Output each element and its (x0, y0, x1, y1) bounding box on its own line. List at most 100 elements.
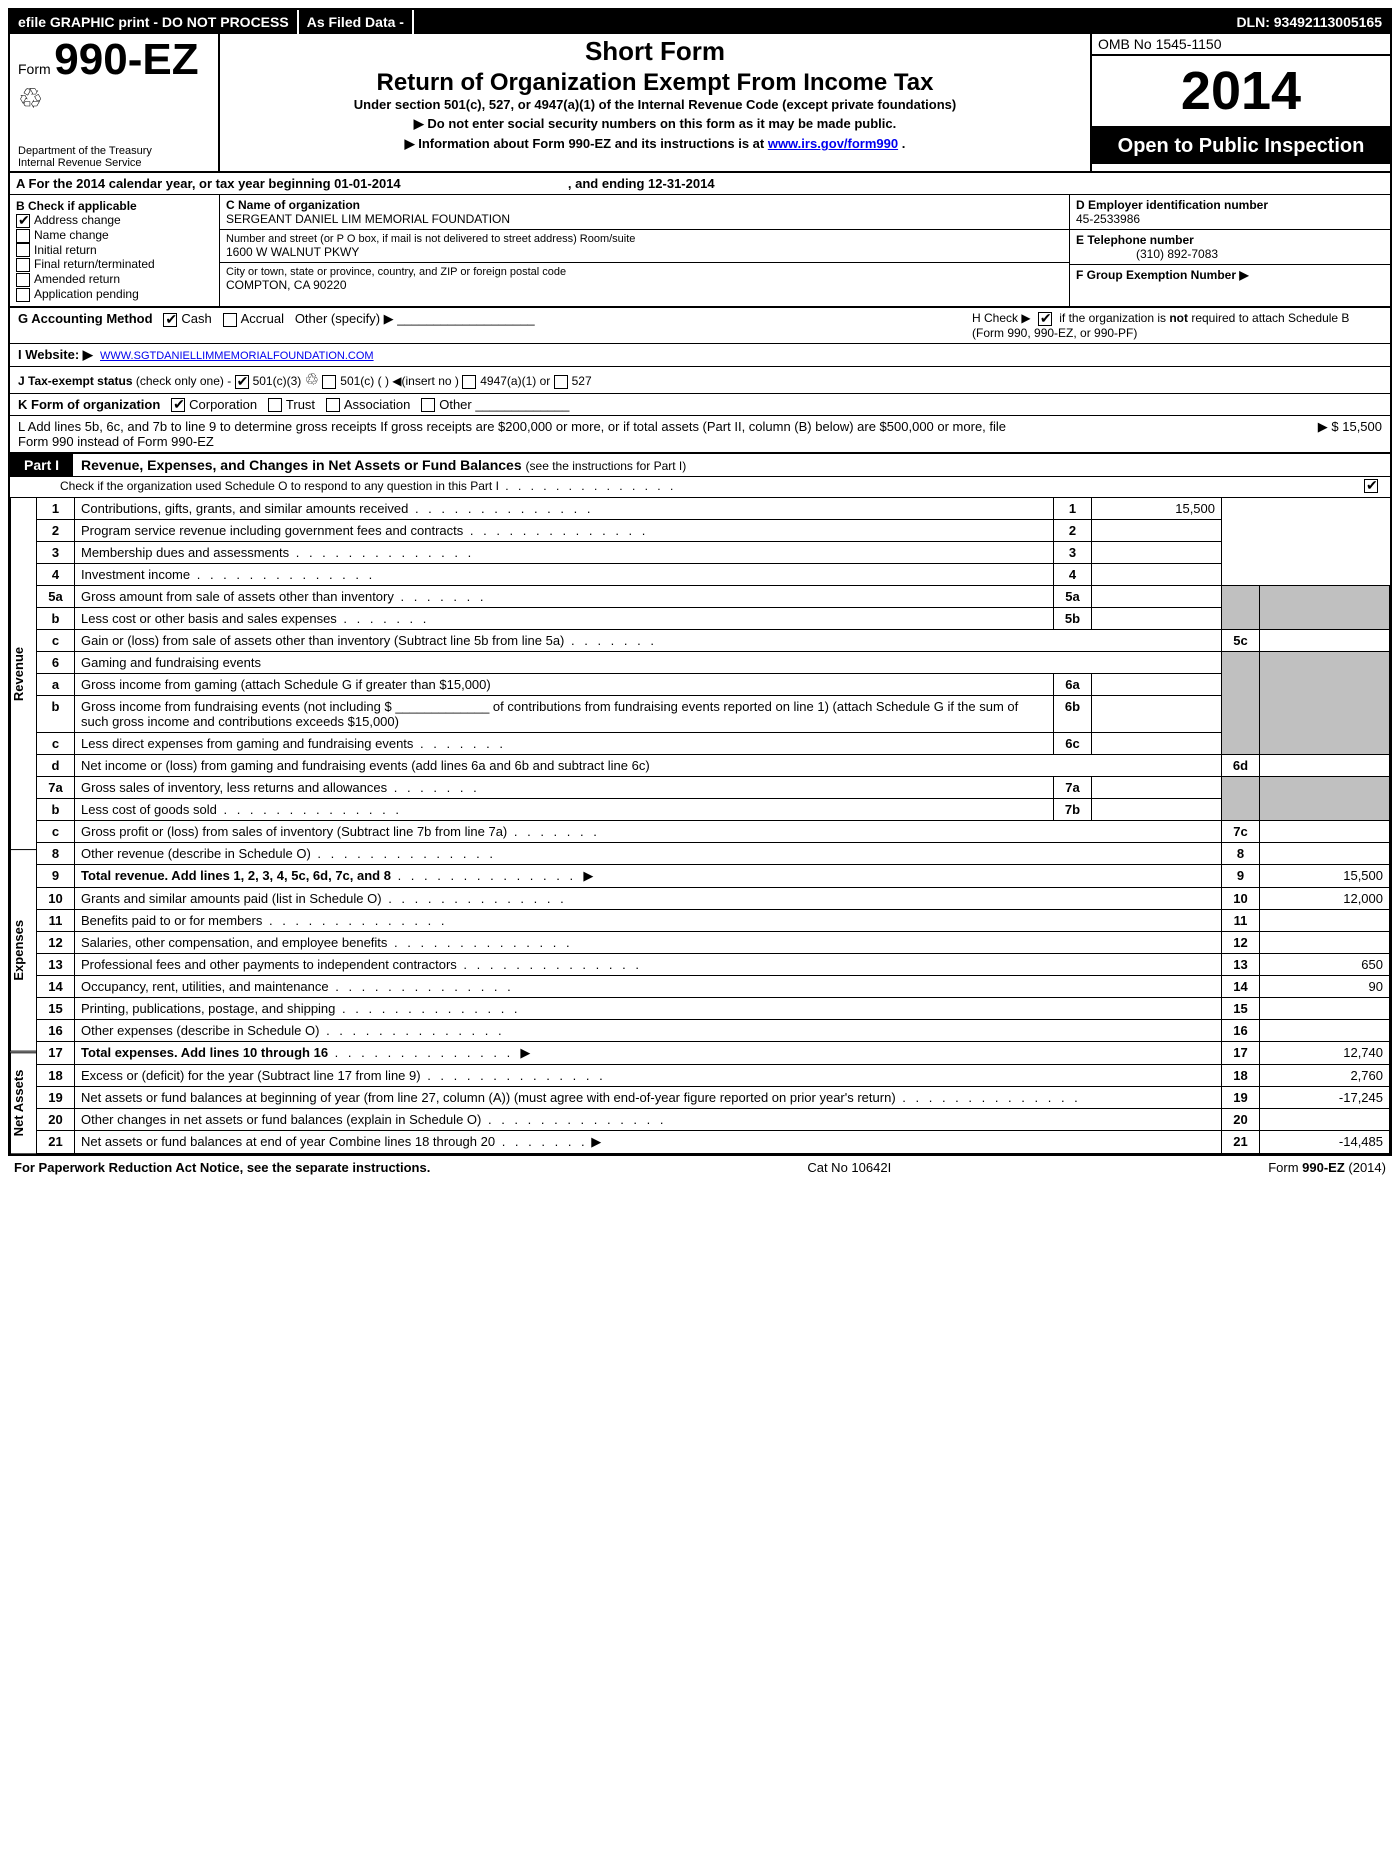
col-c: C Name of organization SERGEANT DANIEL L… (220, 195, 1070, 306)
row-3: 3Membership dues and assessments3 (37, 542, 1390, 564)
row-k: K Form of organization Corporation Trust… (10, 394, 1390, 417)
j-4947: 4947(a)(1) or (480, 374, 550, 388)
row-16: 16Other expenses (describe in Schedule O… (37, 1020, 1390, 1042)
j-501c: 501(c) ( ) ◀(insert no ) (340, 374, 459, 388)
footer-left: For Paperwork Reduction Act Notice, see … (14, 1160, 430, 1175)
b-amended: Amended return (34, 272, 120, 286)
row-9: 9Total revenue. Add lines 1, 2, 3, 4, 5c… (37, 865, 1390, 888)
g-label: G Accounting Method (18, 311, 153, 326)
chk-trust[interactable] (268, 398, 282, 412)
row-6a: aGross income from gaming (attach Schedu… (37, 674, 1390, 696)
section-netassets: Net Assets (10, 1052, 36, 1154)
h-not: not (1169, 311, 1188, 325)
info-note-pre: ▶ Information about Form 990-EZ and its … (405, 136, 768, 151)
j-501c3: 501(c)(3) (253, 374, 302, 388)
c-name-label: C Name of organization (226, 198, 360, 212)
dept-irs: Internal Revenue Service (18, 157, 210, 169)
section-expenses: Expenses (10, 850, 36, 1052)
chk-other-org[interactable] (421, 398, 435, 412)
row-11: 11Benefits paid to or for members11 (37, 910, 1390, 932)
k-assoc: Association (344, 397, 410, 412)
row-i: I Website: ▶ WWW.SGTDANIELLIMMEMORIALFOU… (10, 344, 1390, 367)
part1-header: Part I Revenue, Expenses, and Changes in… (10, 452, 1390, 477)
b-address-change: Address change (34, 213, 121, 227)
row-19: 19Net assets or fund balances at beginni… (37, 1087, 1390, 1109)
part1-title: Revenue, Expenses, and Changes in Net As… (73, 454, 694, 476)
g-cash: Cash (181, 311, 211, 326)
dln-label: DLN: 93492113005165 (1228, 10, 1390, 34)
row-5c: cGain or (loss) from sale of assets othe… (37, 630, 1390, 652)
tel-value: (310) 892-7083 (1076, 247, 1218, 261)
dept-treasury: Department of the Treasury (18, 145, 210, 157)
row-g: H Check ▶ if the organization is not req… (10, 308, 1390, 344)
part1-table: 1Contributions, gifts, grants, and simil… (36, 498, 1390, 1154)
info-note: ▶ Information about Form 990-EZ and its … (226, 136, 1084, 152)
row-10: 10Grants and similar amounts paid (list … (37, 888, 1390, 910)
chk-final-return[interactable] (16, 258, 30, 272)
ein-label: D Employer identification number (1076, 198, 1268, 212)
j-527: 527 (572, 374, 592, 388)
j-label: J Tax-exempt status (18, 374, 133, 388)
chk-amended[interactable] (16, 273, 30, 287)
header-row: Form 990-EZ ♲ Department of the Treasury… (10, 34, 1390, 173)
i-label: I Website: ▶ (18, 347, 93, 362)
row-21: 21Net assets or fund balances at end of … (37, 1131, 1390, 1154)
form-number: 990-EZ (54, 35, 198, 84)
row-a: A For the 2014 calendar year, or tax yea… (10, 173, 1390, 195)
b-title: B Check if applicable (16, 199, 137, 213)
city-label: City or town, state or province, country… (226, 266, 1063, 278)
chk-address-change[interactable] (16, 214, 30, 228)
recycle-icon: ♲ (18, 82, 210, 115)
chk-name-change[interactable] (16, 229, 30, 243)
omb-number: OMB No 1545-1150 (1092, 34, 1390, 56)
row-6c: cLess direct expenses from gaming and fu… (37, 733, 1390, 755)
chk-accrual[interactable] (223, 313, 237, 327)
city-value: COMPTON, CA 90220 (226, 278, 1063, 292)
website-link[interactable]: WWW.SGTDANIELLIMMEMORIALFOUNDATION.COM (100, 350, 374, 362)
chk-app-pending[interactable] (16, 288, 30, 302)
row-a-label: A For the 2014 calendar year, or tax yea… (16, 176, 401, 191)
chk-527[interactable] (554, 375, 568, 389)
info-note-post: . (902, 136, 906, 151)
chk-cash[interactable] (163, 313, 177, 327)
under-section: Under section 501(c), 527, or 4947(a)(1)… (226, 97, 1084, 112)
k-corp: Corporation (189, 397, 257, 412)
tax-year: 2014 (1092, 56, 1390, 128)
footer-mid: Cat No 10642I (807, 1160, 891, 1175)
chk-schedule-o[interactable] (1364, 479, 1378, 493)
g-accrual: Accrual (241, 311, 284, 326)
b-app-pending: Application pending (34, 287, 139, 301)
chk-schedule-b[interactable] (1038, 312, 1052, 326)
chk-4947[interactable] (462, 375, 476, 389)
row-6b: bGross income from fundraising events (n… (37, 696, 1390, 733)
ein-value: 45-2533986 (1076, 212, 1140, 226)
row-14: 14Occupancy, rent, utilities, and mainte… (37, 976, 1390, 998)
chk-corp[interactable] (171, 398, 185, 412)
chk-assoc[interactable] (326, 398, 340, 412)
row-7b: bLess cost of goods sold7b (37, 799, 1390, 821)
row-l: L Add lines 5b, 6c, and 7b to line 9 to … (10, 416, 1390, 452)
row-6: 6Gaming and fundraising events (37, 652, 1390, 674)
ssn-note: ▶ Do not enter social security numbers o… (226, 116, 1084, 132)
irs-link[interactable]: www.irs.gov/form990 (768, 136, 898, 151)
header-center: Short Form Return of Organization Exempt… (220, 34, 1090, 171)
chk-501c[interactable] (322, 375, 336, 389)
row-a-end: , and ending 12-31-2014 (568, 176, 715, 191)
row-13: 13Professional fees and other payments t… (37, 954, 1390, 976)
chk-initial-return[interactable] (16, 243, 30, 257)
row-15: 15Printing, publications, postage, and s… (37, 998, 1390, 1020)
row-4: 4Investment income4 (37, 564, 1390, 586)
row-7c: cGross profit or (loss) from sales of in… (37, 821, 1390, 843)
r1-text: Contributions, gifts, grants, and simila… (75, 498, 1054, 520)
l-amount: ▶ $ 15,500 (1318, 419, 1382, 449)
row-20: 20Other changes in net assets or fund ba… (37, 1109, 1390, 1131)
chk-501c3[interactable] (235, 375, 249, 389)
short-form-title: Short Form (226, 36, 1084, 67)
row-2: 2Program service revenue including gover… (37, 520, 1390, 542)
b-final-return: Final return/terminated (34, 257, 155, 271)
open-to-public: Open to Public Inspection (1092, 128, 1390, 164)
h-box: H Check ▶ if the organization is not req… (962, 311, 1382, 340)
row-1: 1Contributions, gifts, grants, and simil… (37, 498, 1390, 520)
return-title: Return of Organization Exempt From Incom… (226, 69, 1084, 97)
k-label: K Form of organization (18, 397, 160, 412)
